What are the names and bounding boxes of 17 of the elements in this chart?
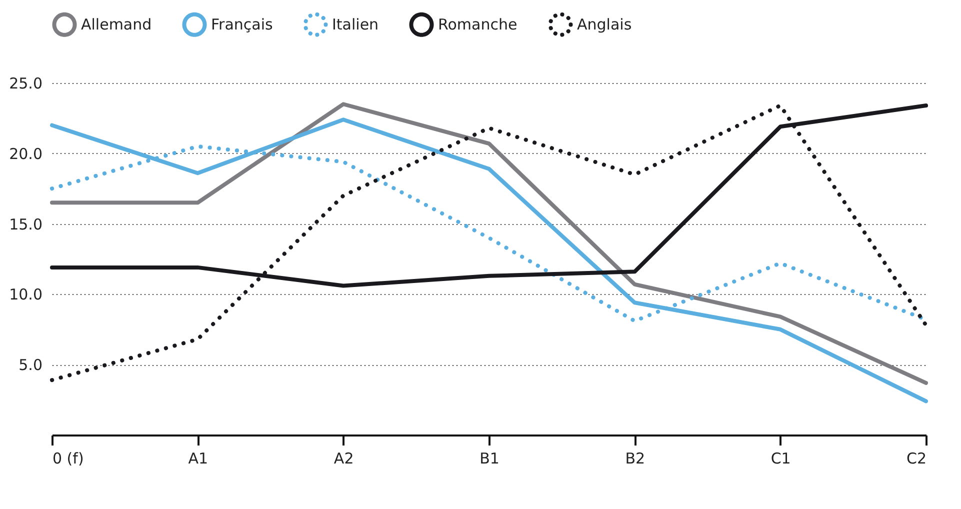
legend-label: Italien — [332, 16, 379, 34]
legend-label: Français — [211, 16, 274, 34]
y-tick-label: 10.0 — [9, 286, 42, 304]
y-tick-label: 25.0 — [9, 74, 42, 92]
x-tick-label: A2 — [334, 450, 354, 468]
y-tick-label: 15.0 — [9, 215, 42, 234]
legend-label: Anglais — [577, 16, 632, 34]
x-tick-label: B1 — [480, 450, 500, 468]
x-tick-label: 0 (f) — [52, 450, 84, 468]
x-tick-label: A1 — [188, 450, 208, 468]
y-tick-label: 20.0 — [9, 144, 42, 163]
x-tick-label: C1 — [770, 450, 791, 468]
legend-label: Allemand — [81, 16, 152, 34]
legend-label: Romanche — [438, 16, 518, 34]
x-tick-label: B2 — [625, 450, 646, 468]
y-tick-label: 5.0 — [18, 356, 42, 374]
x-tick-label: C2 — [906, 450, 926, 468]
